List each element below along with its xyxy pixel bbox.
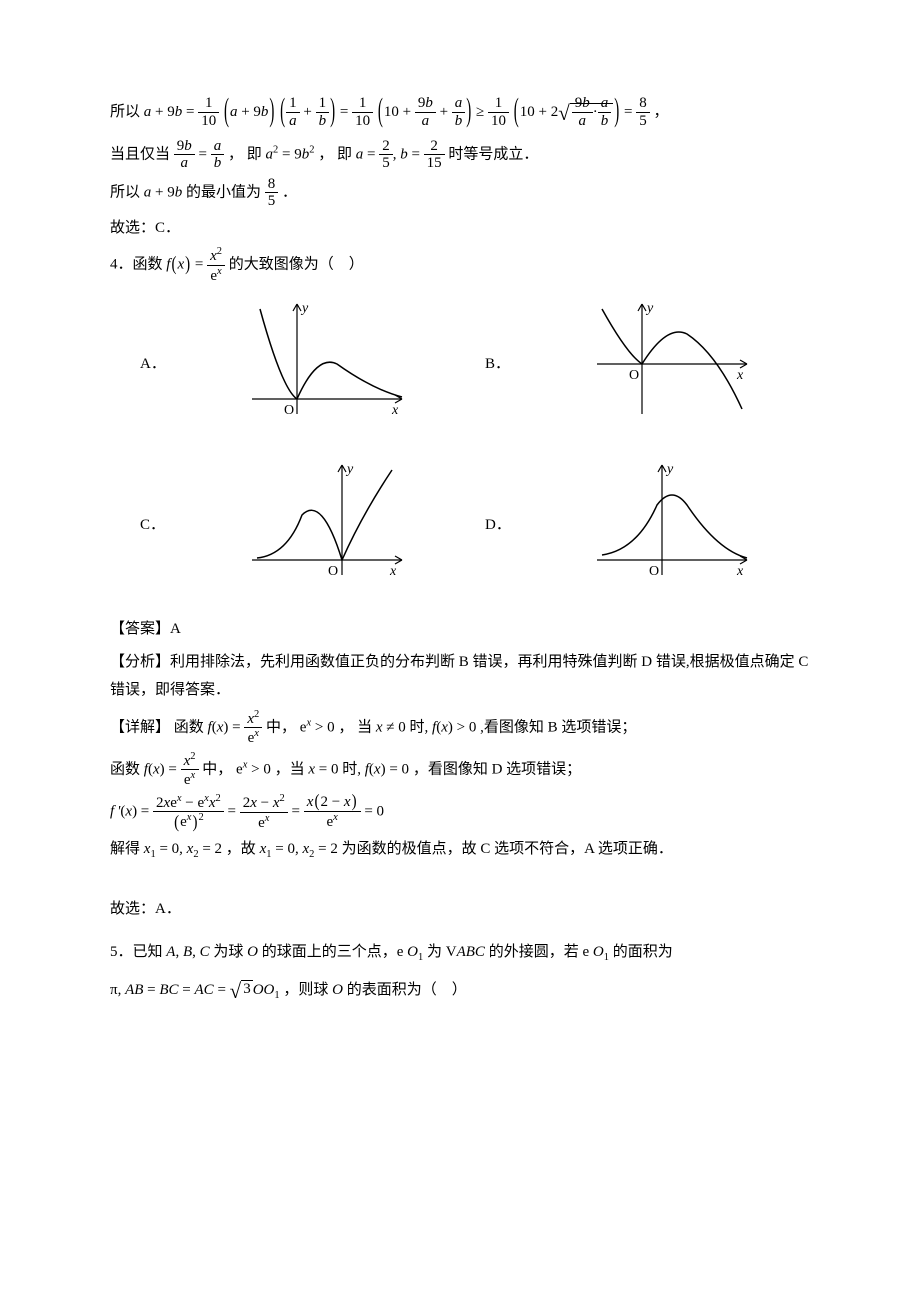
derivative-line: f '(x) = 2xex − exx2(ex)2 = 2x − x2ex = … (110, 793, 820, 831)
option-b-label: B． (485, 350, 577, 379)
svg-text:O: O (649, 564, 659, 579)
equality-condition: 当且仅当 9ba = ab ， 即 a2 = 9b2 ， 即 a = 25, b… (110, 138, 820, 172)
question-5-line1: 5．已知 A, B, C 为球 O 的球面上的三个点，e O1 为 VABC 的… (110, 938, 820, 968)
svg-text:x: x (391, 403, 399, 418)
svg-text:O: O (284, 403, 294, 418)
svg-text:x: x (736, 368, 744, 383)
text: ， (654, 104, 669, 120)
option-d-graph: y x O (587, 455, 820, 596)
detail-line-2: 函数 f(x) = x2ex 中， ex > 0 ，当 x = 0 时, f(x… (110, 751, 820, 789)
option-c-graph: y x O (242, 455, 475, 596)
option-d-label: D． (485, 511, 577, 540)
detail-line-1: 【详解】 函数 f(x) = x2ex 中， ex > 0 ， 当 x ≠ 0 … (110, 709, 820, 747)
option-grid: A． y x O B． y x O C． y x O D． (140, 294, 820, 595)
inequality-line: 所以 a + 9b = 110 (a + 9b) (1a + 1b) = 110… (110, 94, 820, 134)
svg-text:y: y (345, 462, 354, 477)
question-5-line2: π, AB = BC = AC = √3OO1 ，则球 O 的表面积为（ ） (110, 972, 820, 1012)
option-a-label: A． (140, 350, 232, 379)
option-b-graph: y x O (587, 294, 820, 435)
answer-line: 【答案】A (110, 615, 820, 644)
text: 所以 (110, 104, 144, 120)
choice-a: 故选：A． (110, 895, 820, 924)
svg-text:y: y (645, 301, 654, 316)
question-4: 4．函数 f(x) = x2ex 的大致图像为（ ） (110, 246, 820, 284)
choice-c: 故选：C． (110, 214, 820, 243)
svg-text:x: x (389, 564, 397, 579)
option-c-label: C． (140, 511, 232, 540)
svg-text:y: y (665, 462, 674, 477)
min-value-line: 所以 a + 9b 的最小值为 85 ． (110, 176, 820, 210)
option-a-graph: y x O (242, 294, 475, 435)
analysis-line: 【分析】利用排除法，先利用函数值正负的分布判断 B 错误，再利用特殊值判断 D … (110, 648, 820, 705)
svg-text:O: O (629, 368, 639, 383)
svg-text:x: x (736, 564, 744, 579)
solution-line: 解得 x1 = 0, x2 = 2 ，故 x1 = 0, x2 = 2 为函数的… (110, 835, 820, 865)
svg-text:O: O (328, 564, 338, 579)
svg-text:y: y (300, 301, 309, 316)
